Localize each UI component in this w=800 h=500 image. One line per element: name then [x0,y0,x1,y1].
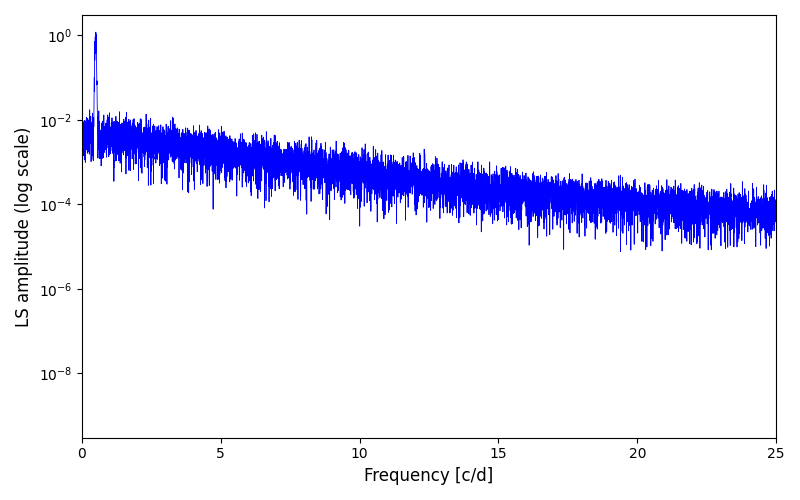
X-axis label: Frequency [c/d]: Frequency [c/d] [364,467,494,485]
Y-axis label: LS amplitude (log scale): LS amplitude (log scale) [15,126,33,326]
